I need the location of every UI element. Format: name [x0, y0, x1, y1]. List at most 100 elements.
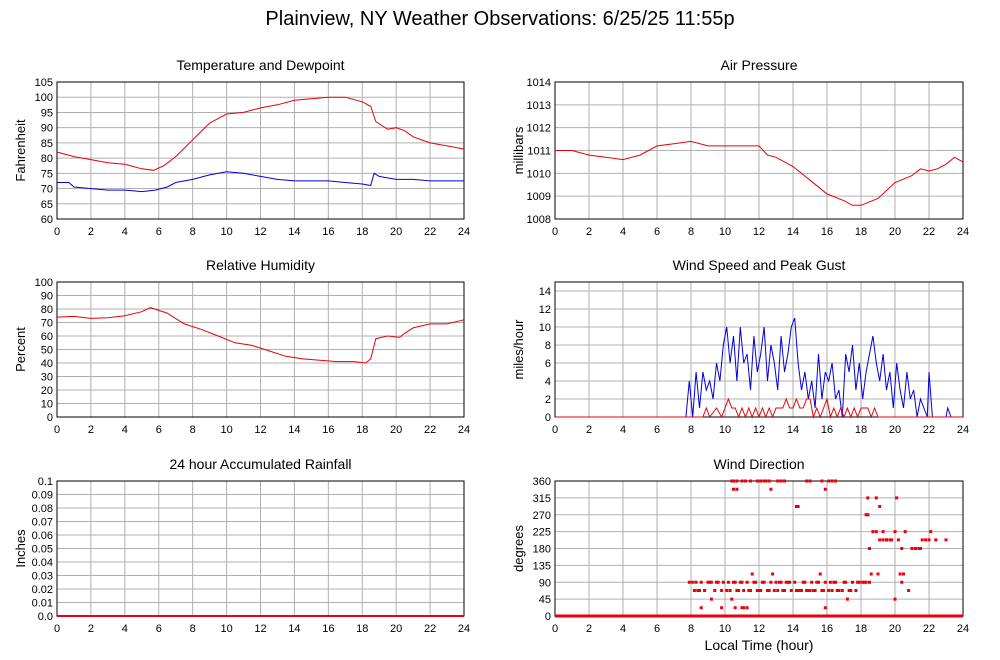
scatter-point	[800, 589, 803, 592]
x-tick-label: 16	[322, 424, 334, 436]
scatter-point	[798, 589, 802, 592]
y-tick-label: 1008	[527, 214, 551, 226]
x-tick-label: 20	[889, 226, 901, 238]
x-tick-label: 20	[390, 623, 402, 635]
x-tick-label: 16	[821, 424, 833, 436]
y-tick-label: 60	[41, 331, 53, 343]
scatter-point	[732, 487, 735, 491]
scatter-point	[864, 580, 868, 584]
scatter-point	[762, 580, 766, 584]
scatter-point	[735, 479, 739, 483]
scatter-point	[837, 589, 841, 592]
y-tick-label: 0.04	[32, 557, 53, 569]
chart-wind_direction: 0 2 4 6 8 10 12 14 16 18 20 22 240459013518022527031…	[511, 456, 969, 653]
x-tick-label: 4	[620, 424, 626, 436]
x-tick-label: 12	[753, 623, 765, 635]
y-tick-label: 80	[41, 153, 53, 165]
scatter-point	[808, 479, 812, 483]
y-tick-label: 360	[533, 476, 551, 488]
series-line-1	[57, 171, 464, 193]
x-tick-label: 18	[855, 623, 867, 635]
x-tick-label: 4	[122, 623, 128, 635]
x-tick-label: 18	[855, 226, 867, 238]
x-tick-label: 0	[54, 226, 60, 238]
y-tick-label: 180	[533, 544, 551, 556]
scatter-point	[840, 589, 844, 592]
y-tick-label: 0.02	[32, 584, 53, 596]
y-tick-label: 12	[539, 304, 551, 316]
scatter-point	[698, 589, 701, 592]
scatter-point	[749, 589, 752, 592]
scatter-point	[769, 580, 773, 584]
y-tick-label: 70	[41, 318, 53, 330]
series-line-0	[56, 307, 465, 364]
x-tick-label: 18	[855, 424, 867, 436]
series-line-0	[56, 96, 465, 171]
x-tick-label: 2	[586, 226, 592, 238]
scatter-point	[730, 597, 734, 601]
y-tick-label: 1011	[527, 146, 551, 158]
x-tick-label: 2	[88, 623, 94, 635]
x-tick-label: 2	[88, 424, 94, 436]
x-axis-label: Local Time (hour)	[705, 637, 814, 653]
scatter-point	[692, 589, 696, 592]
scatter-point	[830, 589, 834, 592]
scatter-point	[754, 580, 758, 584]
y-tick-label: 270	[533, 510, 551, 522]
y-tick-label: 0.0	[38, 611, 53, 623]
scatter-point	[842, 580, 846, 584]
scatter-point	[747, 589, 751, 592]
scatter-point	[706, 580, 710, 584]
scatter-point	[823, 606, 827, 610]
scatter-point	[769, 487, 773, 491]
x-tick-label: 18	[356, 424, 368, 436]
x-tick-label: 10	[719, 623, 731, 635]
y-axis-label: Inches	[13, 529, 28, 568]
scatter-point	[735, 589, 739, 592]
x-tick-label: 4	[620, 623, 626, 635]
x-tick-label: 8	[190, 226, 196, 238]
scatter-point	[851, 580, 854, 584]
x-tick-label: 22	[424, 424, 436, 436]
x-tick-label: 10	[719, 226, 731, 238]
scatter-point	[878, 538, 882, 542]
y-tick-label: 1009	[527, 191, 551, 203]
y-tick-label: 1010	[527, 168, 551, 180]
scatter-point	[830, 479, 834, 483]
y-tick-label: 95	[41, 107, 53, 119]
scatter-point	[934, 538, 938, 542]
x-tick-label: 16	[821, 226, 833, 238]
y-tick-label: 90	[41, 291, 53, 303]
x-tick-label: 18	[356, 226, 368, 238]
scatter-point	[917, 547, 921, 550]
y-tick-label: 65	[41, 199, 53, 211]
series-line-0	[555, 140, 964, 206]
x-tick-label: 20	[390, 226, 402, 238]
chart-title: Wind Direction	[713, 456, 804, 472]
y-tick-label: 40	[41, 358, 53, 370]
scatter-point	[728, 589, 732, 592]
scatter-point	[878, 505, 882, 508]
scatter-point	[715, 580, 718, 584]
scatter-point	[732, 580, 735, 584]
scatter-point	[742, 606, 746, 610]
x-tick-label: 22	[923, 424, 935, 436]
chart-title: Relative Humidity	[206, 257, 315, 273]
y-tick-label: 0.1	[38, 476, 53, 488]
x-tick-label: 6	[654, 226, 660, 238]
scatter-point	[784, 580, 788, 584]
y-tick-label: 6	[545, 358, 551, 370]
scatter-point	[771, 572, 775, 576]
scatter-point	[783, 589, 786, 592]
y-tick-label: 10	[539, 322, 551, 334]
x-tick-label: 14	[288, 226, 300, 238]
x-tick-label: 6	[654, 623, 660, 635]
scatter-point	[817, 580, 820, 584]
scatter-point	[703, 589, 707, 592]
scatter-point	[733, 606, 737, 610]
scatter-point	[752, 580, 756, 584]
y-tick-label: 1013	[527, 100, 551, 112]
y-tick-label: 2	[545, 394, 551, 406]
